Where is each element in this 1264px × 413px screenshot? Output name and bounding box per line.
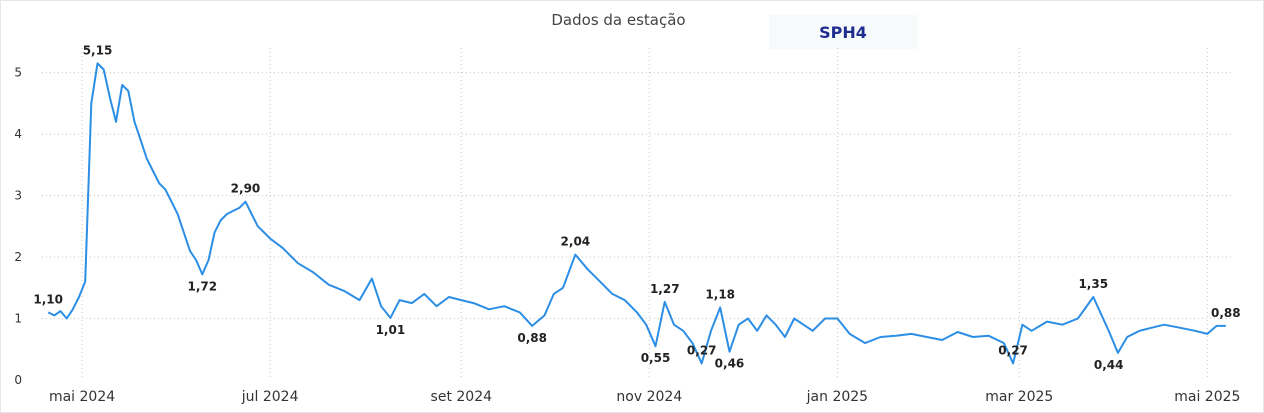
data-label: 0,46 [715, 357, 745, 371]
x-tick-label: jan 2025 [806, 389, 868, 405]
data-label: 1,18 [705, 287, 735, 301]
data-label: 2,90 [231, 182, 261, 196]
data-label: 1,27 [650, 282, 680, 296]
data-label: 1,72 [188, 279, 218, 293]
series-layer [47, 62, 1226, 365]
y-tick-label: 5 [14, 66, 22, 80]
data-label: 0,27 [998, 343, 1028, 357]
x-tick-label: mai 2025 [1174, 389, 1240, 405]
grid-lines [42, 48, 1232, 380]
data-label: 2,04 [561, 235, 591, 249]
data-label: 0,55 [641, 351, 671, 365]
data-labels: 1,10 5,15 1,72 2,90 1,01 0,88 2,04 0,55 1,27 0,27… [33, 43, 1240, 372]
data-label: 1,10 [33, 292, 63, 306]
data-label: 1,01 [376, 323, 406, 337]
data-label: 0,88 [517, 331, 547, 345]
x-tick-label: jul 2024 [241, 389, 299, 405]
x-tick-label: nov 2024 [616, 389, 682, 405]
y-tick-label: 2 [14, 250, 22, 264]
x-tick-label: set 2024 [431, 389, 493, 405]
data-label: 0,44 [1094, 358, 1124, 372]
station-name[interactable]: SPH4 [769, 15, 917, 49]
y-axis: 0 1 2 3 4 5 [14, 66, 22, 387]
data-label: 1,35 [1078, 277, 1108, 291]
x-tick-label: mar 2025 [985, 389, 1053, 405]
data-label: 0,27 [687, 343, 717, 357]
series-line[interactable] [47, 62, 1226, 365]
chart-title: Dados da estação [551, 11, 686, 29]
x-axis: mai 2024 jul 2024 set 2024 nov 2024 jan 2025… [49, 389, 1240, 405]
y-tick-label: 3 [14, 189, 22, 203]
data-label: 5,15 [83, 43, 113, 57]
y-tick-label: 4 [14, 127, 22, 141]
y-tick-label: 1 [14, 312, 22, 326]
y-tick-label: 0 [14, 373, 22, 387]
data-label: 0,88 [1211, 306, 1241, 320]
x-tick-label: mai 2024 [49, 389, 115, 405]
